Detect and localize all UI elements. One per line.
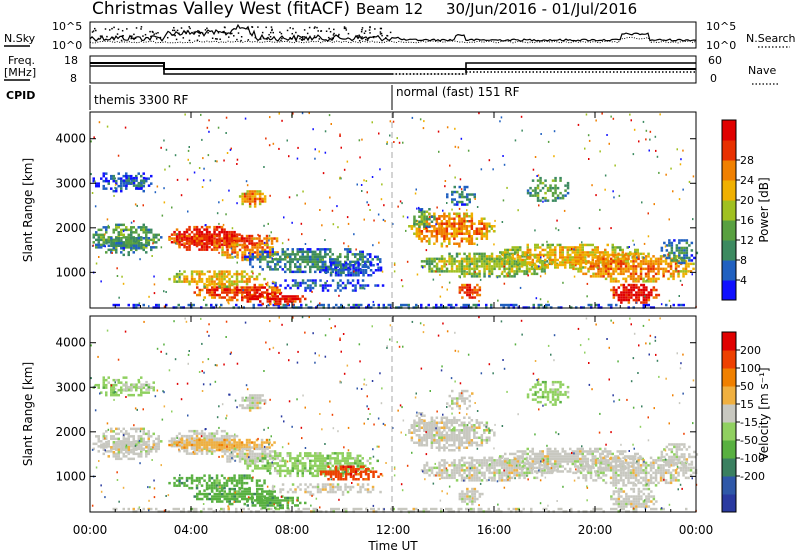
noise-panel bbox=[89, 21, 697, 49]
power-y-axis: 1000 2000 3000 4000 bbox=[55, 132, 696, 279]
xtick-label: 16:00 bbox=[477, 523, 512, 537]
power-colorbar: 4 8 12 16 20 24 28 bbox=[721, 119, 754, 301]
colorbar-segment bbox=[722, 494, 736, 513]
freq-bottom: 8 bbox=[70, 72, 77, 85]
xtick-label: 00:00 bbox=[73, 523, 108, 537]
colorbar-segment bbox=[722, 160, 736, 181]
nave-top: 60 bbox=[708, 54, 722, 67]
colorbar-segment bbox=[722, 440, 736, 459]
power-heatmap bbox=[90, 112, 699, 310]
nsky-label: N.Sky bbox=[4, 32, 36, 45]
colorbar-segment bbox=[722, 386, 736, 405]
cpid-segment-1: themis 3300 RF bbox=[94, 93, 188, 107]
colorbar-tick: -15 bbox=[740, 416, 758, 429]
noise-bottom-right: 10^0 bbox=[706, 39, 736, 52]
xtick-label: 08:00 bbox=[275, 523, 310, 537]
freq-trace bbox=[90, 62, 696, 70]
nsearch-label: N.Search bbox=[746, 32, 796, 45]
noise-top-right: 10^5 bbox=[706, 20, 736, 33]
power-cbar-label: Power [dB] bbox=[757, 177, 771, 242]
colorbar-segment bbox=[722, 120, 736, 141]
freq-label-1: Freq. bbox=[8, 54, 35, 67]
colorbar-segment bbox=[722, 280, 736, 301]
colorbar-segment bbox=[722, 350, 736, 369]
colorbar-segment bbox=[722, 220, 736, 241]
time-axis: 00:00 04:00 08:00 12:00 16:00 20:00 00:00 bbox=[73, 112, 714, 537]
ytick-label: 4000 bbox=[55, 336, 86, 350]
freq-top: 18 bbox=[64, 54, 78, 67]
colorbar-segment bbox=[722, 240, 736, 261]
power-ylabel: Slant Range [km] bbox=[21, 158, 35, 262]
ytick-label: 2000 bbox=[55, 221, 86, 235]
velocity-cbar-label: Velocity [m s⁻¹] bbox=[757, 367, 771, 460]
freq-label-2: [MHz] bbox=[4, 66, 36, 79]
velocity-y-axis: 1000 2000 3000 4000 bbox=[55, 336, 696, 483]
colorbar-segment bbox=[722, 200, 736, 221]
noise-sky-trace bbox=[89, 23, 697, 43]
beam-label: Beam 12 bbox=[356, 0, 423, 18]
colorbar-segment bbox=[722, 458, 736, 477]
colorbar-tick: 8 bbox=[740, 254, 747, 267]
xtick-label: 12:00 bbox=[376, 523, 411, 537]
colorbar-tick: 50 bbox=[740, 380, 754, 393]
colorbar-segment bbox=[722, 404, 736, 423]
ytick-label: 3000 bbox=[55, 380, 86, 394]
colorbar-tick: 4 bbox=[740, 274, 747, 287]
colorbar-tick: 28 bbox=[740, 154, 754, 167]
colorbar-tick: -200 bbox=[740, 470, 765, 483]
noise-search-trace bbox=[89, 36, 697, 44]
colorbar-tick: 15 bbox=[740, 398, 754, 411]
date-range: 30/Jun/2016 - 01/Jul/2016 bbox=[446, 0, 637, 18]
colorbar-segment bbox=[722, 422, 736, 441]
colorbar-tick: 100 bbox=[740, 362, 761, 375]
ytick-label: 1000 bbox=[55, 265, 86, 279]
cpid-label: CPID bbox=[6, 89, 35, 102]
xaxis-label: Time UT bbox=[367, 539, 418, 553]
colorbar-tick: -100 bbox=[740, 452, 765, 465]
colorbar-segment bbox=[722, 180, 736, 201]
colorbar-segment bbox=[722, 260, 736, 281]
ytick-label: 2000 bbox=[55, 425, 86, 439]
xtick-label: 00:00 bbox=[679, 523, 714, 537]
colorbar-tick: 20 bbox=[740, 194, 754, 207]
ytick-label: 4000 bbox=[55, 132, 86, 146]
xtick-label: 20:00 bbox=[578, 523, 613, 537]
station-title: Christmas Valley West (fitACF) bbox=[92, 0, 350, 19]
colorbar-tick: -50 bbox=[740, 434, 758, 447]
velocity-heatmap bbox=[90, 316, 699, 514]
colorbar-segment bbox=[722, 140, 736, 161]
colorbar-segment bbox=[722, 368, 736, 387]
colorbar-segment bbox=[722, 476, 736, 495]
ytick-label: 1000 bbox=[55, 469, 86, 483]
velocity-ylabel: Slant Range [km] bbox=[21, 362, 35, 466]
velocity-colorbar: 200 100 50 15 -15 -50 -100 -200 bbox=[721, 331, 765, 513]
cpid-segment-2: normal (fast) 151 RF bbox=[396, 85, 520, 99]
xtick-label: 04:00 bbox=[174, 523, 209, 537]
colorbar-tick: 200 bbox=[740, 344, 761, 357]
ytick-label: 3000 bbox=[55, 176, 86, 190]
nave-bottom: 0 bbox=[710, 72, 717, 85]
nave-label: Nave bbox=[748, 64, 776, 77]
colorbar-tick: 16 bbox=[740, 214, 754, 227]
colorbar-tick: 24 bbox=[740, 174, 754, 187]
noise-top-left: 10^5 bbox=[52, 20, 82, 33]
colorbar-tick: 12 bbox=[740, 234, 754, 247]
colorbar-segment bbox=[722, 332, 736, 351]
noise-bottom-left: 10^0 bbox=[52, 39, 82, 52]
